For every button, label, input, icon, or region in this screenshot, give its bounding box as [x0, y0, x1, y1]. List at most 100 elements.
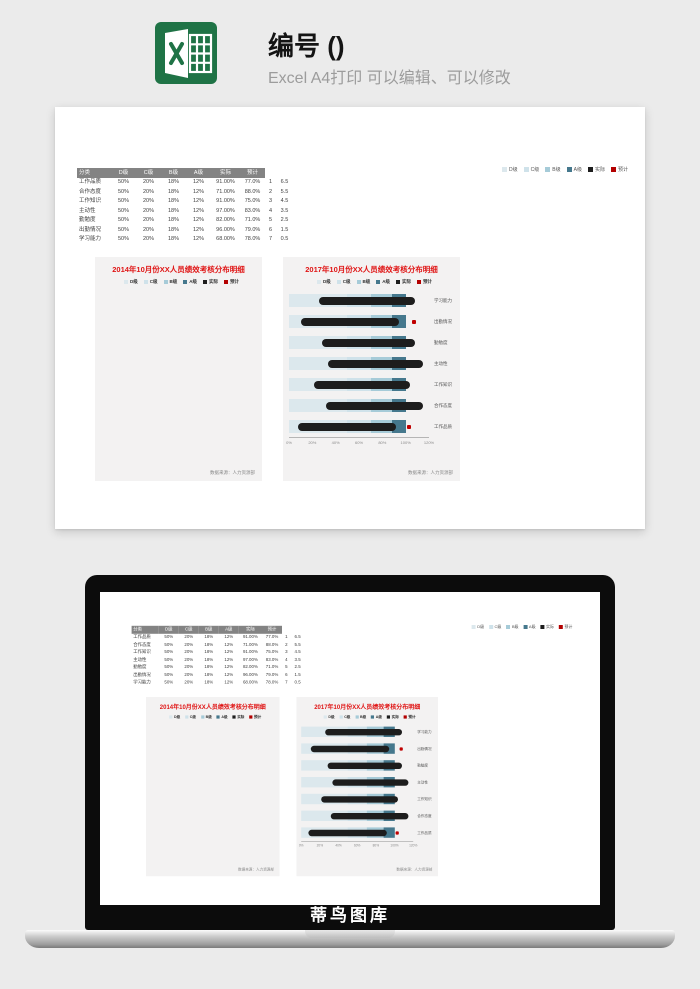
legend-swatch	[587, 167, 593, 172]
table-cell: 3	[268, 198, 273, 204]
table-cell: 0.5	[294, 680, 301, 685]
table-cell: 50%	[117, 226, 129, 233]
bullet-label: 出勤情况	[434, 318, 452, 324]
bullet-label: 勤勉度	[417, 763, 428, 767]
legend-item: A级	[566, 166, 582, 173]
legend-swatch	[356, 280, 361, 284]
table-cell: 3	[285, 649, 288, 655]
table-cell: 18%	[167, 198, 179, 204]
table-cell: 1	[268, 179, 273, 185]
bullet-row: 学习能力	[301, 723, 438, 740]
laptop-notch	[305, 930, 395, 938]
axis-tick: 60%	[353, 843, 361, 847]
legend-label: B级	[511, 625, 519, 630]
table-header-cell: D级	[158, 625, 179, 634]
table-cell: 5.5	[294, 642, 301, 647]
actual-bar	[331, 812, 409, 819]
axis-tick: 120%	[423, 439, 435, 445]
bullet-row: 勤勉度	[301, 757, 438, 774]
summary-table: 分类 D级 C级 B级 A级 实际 预计 工作品质 50% 20% 18% 12% 91.00% 77.0…	[131, 625, 305, 687]
legend-item: C级	[185, 715, 196, 720]
bullet-label: 学习能力	[417, 729, 432, 734]
table-cell: 71.00%	[242, 642, 258, 647]
bullet-label: 合作态度	[417, 813, 432, 818]
legend-swatch	[203, 280, 207, 284]
table-cell: 91.00%	[216, 179, 235, 185]
bullet-track	[289, 290, 429, 311]
actual-bar	[325, 728, 402, 735]
chart-legend: D级 C级 B级 A级 实际 预计	[95, 279, 262, 285]
table-header-row: 分类 D级 C级 B级 A级 实际 预计	[77, 168, 293, 178]
table-cell: 18%	[204, 642, 214, 647]
bullet-bg-segment	[301, 810, 348, 821]
legend-swatch	[566, 167, 572, 172]
chart-panel-2017: 2017年10月份XX人员绩效考核分布明细 D级 C级 B级 A级 实际 预计 学习能力出…	[296, 697, 438, 877]
legend-item: 实际	[587, 166, 605, 173]
table-cell: 79.0%	[244, 226, 261, 233]
bullet-label: 工作知识	[417, 796, 432, 801]
chart-title: 2014年10月份XX人员绩效考核分布明细	[159, 703, 266, 711]
table-cell: 71.0%	[265, 665, 279, 670]
table-cell: 83.0%	[244, 207, 261, 214]
legend-item: B级	[355, 715, 366, 720]
table-cell: 12%	[192, 207, 204, 214]
table-cell: 2	[268, 188, 273, 195]
table-cell: 18%	[204, 665, 214, 670]
table-cell: 50%	[117, 217, 129, 223]
bullet-label: 主动性	[434, 360, 448, 366]
bullet-row: 学习能力	[289, 290, 460, 311]
table-cell: 12%	[224, 642, 234, 647]
target-marker	[399, 747, 403, 751]
sheet-content: 分类 D级 C级 B级 A级 实际 预计 工作品质 50% 20% 18% 12% 91.00% 77.0…	[114, 592, 586, 905]
table-cell: 18%	[167, 217, 179, 223]
table-cell: 82.00%	[216, 217, 235, 223]
legend-item: B级	[200, 714, 212, 720]
table-cell: 工作知识	[79, 198, 102, 204]
legend-label: 实际	[391, 714, 399, 719]
table-row: 主动性 50% 20% 18% 12% 97.00% 83.0% 4 3.5	[77, 207, 293, 217]
table-cell: 工作品质	[133, 634, 151, 640]
chart-title: 2014年10月份XX人员绩效考核分布明细	[112, 265, 245, 274]
laptop-bezel: 分类 D级 C级 B级 A级 实际 预计 工作品质 50% 20% 18% 12% 91.00% 77.0…	[85, 575, 615, 930]
legend-item: C级	[143, 279, 158, 285]
axis-tick: 100%	[400, 439, 411, 445]
legend-item: D级	[471, 624, 484, 630]
table-cell: 2.5	[280, 217, 289, 223]
actual-bar	[332, 779, 409, 786]
legend-item: B级	[545, 166, 561, 173]
table-cell: 50%	[117, 188, 129, 195]
legend-label: B级	[205, 714, 212, 719]
actual-bar	[313, 380, 411, 389]
legend-label: B级	[362, 279, 371, 284]
table-cell: 12%	[224, 680, 234, 685]
legend-item: B级	[506, 624, 519, 630]
legend-label: 预计	[254, 714, 262, 719]
table-cell: 96.00%	[242, 672, 258, 678]
laptop-screen: 分类 D级 C级 B级 A级 实际 预计 工作品质 50% 20% 18% 12% 91.00% 77.0…	[100, 592, 600, 905]
table-cell: 50%	[164, 657, 174, 663]
legend-swatch	[376, 280, 381, 284]
legend-label: B级	[552, 167, 561, 173]
legend-label: 实际	[402, 279, 411, 284]
table-cell: 18%	[204, 634, 214, 640]
target-marker	[395, 831, 399, 835]
bullet-track	[289, 311, 429, 332]
table-header-cell: 分类	[131, 625, 159, 634]
page-title: 编号 ()	[268, 31, 345, 61]
bullet-row: 勤勉度	[289, 332, 460, 353]
table-cell: 合作态度	[79, 188, 102, 195]
actual-bar	[327, 762, 402, 769]
table-cell: 18%	[167, 179, 179, 185]
legend-swatch	[523, 625, 528, 629]
legend-item: B级	[163, 279, 177, 285]
legend-swatch	[386, 715, 390, 719]
legend-swatch	[169, 715, 173, 719]
bullet-label: 工作品质	[417, 830, 432, 835]
actual-bar	[300, 317, 399, 326]
table-cell: 77.0%	[244, 179, 261, 185]
legend-label: C级	[189, 714, 196, 719]
table-cell: 20%	[142, 207, 154, 214]
bullet-track	[301, 824, 413, 841]
table-cell: 12%	[192, 236, 204, 242]
legend-swatch	[488, 625, 493, 629]
